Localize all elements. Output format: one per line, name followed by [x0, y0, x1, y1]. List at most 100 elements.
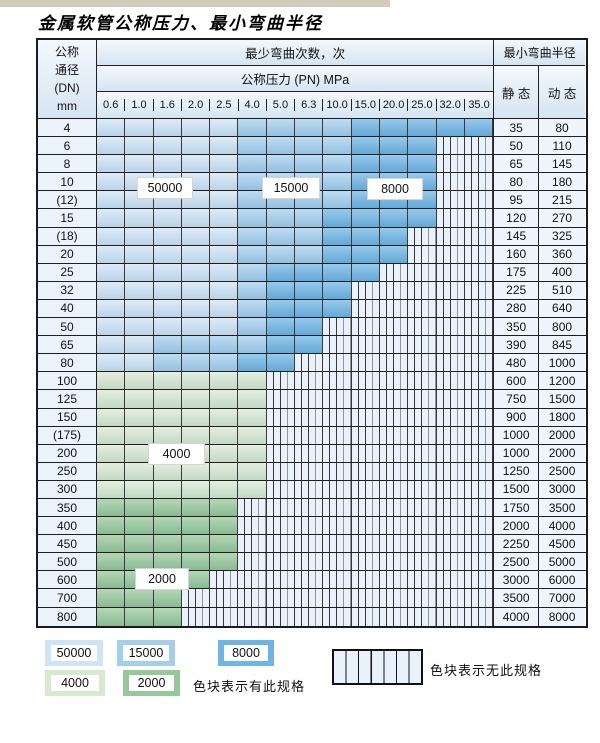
no-spec-cell [266, 372, 296, 390]
spec-cell-15000 [266, 137, 296, 155]
pressure-tick: 6.3 [295, 99, 324, 111]
dn-label: (18) [38, 227, 97, 245]
no-spec-cell [436, 607, 465, 626]
no-spec-cell [351, 480, 380, 498]
spec-cell-50000 [153, 155, 182, 173]
spec-cell-8000 [351, 155, 380, 173]
no-spec-cell [379, 372, 409, 390]
spec-cell-4000 [97, 408, 126, 426]
spec-cell-15000 [238, 318, 267, 336]
spec-cell-4000 [210, 408, 239, 426]
spec-cell-4000 [210, 426, 239, 444]
static-radius-value: 3000 [493, 571, 540, 589]
spec-cell-2000 [97, 589, 126, 607]
no-spec-cell [181, 589, 211, 607]
no-spec-cell [266, 553, 296, 571]
spec-cell-8000 [379, 119, 409, 137]
spec-cell-8000 [323, 227, 352, 245]
table-row: 500 2500 5000 [38, 553, 586, 572]
static-radius-value: 750 [493, 390, 540, 408]
static-radius-value: 225 [493, 281, 540, 299]
spec-cell-8000 [323, 299, 352, 318]
spec-cell-50000 [125, 245, 154, 263]
no-spec-cell [436, 263, 465, 281]
no-spec-cell [464, 336, 494, 354]
spec-cell-50000 [97, 155, 126, 173]
no-spec-cell [436, 354, 465, 372]
corner-cell: 公称 通径 (DN) mm [38, 40, 97, 118]
spec-cell-8000 [408, 137, 437, 155]
no-spec-cell [379, 589, 409, 607]
spec-cell-8000 [408, 119, 437, 137]
static-radius-value: 1750 [493, 498, 540, 517]
corner-line: (DN) [54, 81, 80, 95]
table-row: 15 120 270 [38, 209, 586, 228]
dn-label: 40 [38, 299, 97, 318]
no-spec-cell [379, 517, 409, 535]
no-spec-cell [436, 535, 465, 553]
dynamic-radius-value: 145 [539, 155, 585, 173]
spec-cell-15000 [238, 299, 267, 318]
no-spec-cell [323, 390, 352, 408]
spec-cell-4000 [125, 426, 154, 444]
no-spec-cell [379, 299, 409, 318]
no-spec-cell [295, 607, 324, 626]
no-spec-cell [295, 498, 324, 517]
no-spec-cell [323, 571, 352, 589]
static-radius-value: 95 [493, 191, 540, 209]
no-spec-cell [238, 607, 267, 626]
spec-cell-2000 [153, 553, 182, 571]
spec-cell-2000 [153, 607, 182, 626]
pressure-tick: 32.0 [437, 99, 465, 111]
static-radius-value: 145 [493, 227, 540, 245]
no-spec-cell [379, 498, 409, 517]
spec-cell-2000 [153, 517, 182, 535]
no-spec-cell [408, 263, 437, 281]
table-row: 600 3000 6000 [38, 571, 586, 590]
static-radius-value: 80 [493, 173, 540, 191]
static-radius-value: 1500 [493, 480, 540, 498]
zone-label-15000: 15000 [262, 177, 320, 199]
spec-cell-15000 [266, 155, 296, 173]
spec-cell-50000 [210, 191, 239, 209]
no-spec-cell [436, 480, 465, 498]
no-spec-cell [379, 571, 409, 589]
table-row: 32 225 510 [38, 281, 586, 300]
no-spec-cell [266, 462, 296, 480]
no-spec-cell [266, 589, 296, 607]
dynamic-radius-value: 6000 [539, 571, 585, 589]
spec-cell-50000 [97, 191, 126, 209]
table-row: 400 2000 4000 [38, 517, 586, 536]
spec-cell-15000 [295, 155, 324, 173]
dn-label: (175) [38, 426, 97, 444]
spec-cell-50000 [210, 263, 239, 281]
spec-cell-4000 [210, 372, 239, 390]
dynamic-radius-value: 1800 [539, 408, 585, 426]
no-spec-cell [379, 462, 409, 480]
spec-cell-50000 [181, 137, 211, 155]
spec-cell-15000 [153, 354, 182, 372]
static-radius-value: 65 [493, 155, 540, 173]
no-spec-cell [464, 426, 494, 444]
table-row: 80 480 1000 [38, 354, 586, 373]
no-spec-cell [323, 553, 352, 571]
static-radius-value: 4000 [493, 607, 540, 626]
no-spec-cell [266, 517, 296, 535]
dynamic-radius-value: 1200 [539, 372, 585, 390]
no-spec-cell [323, 444, 352, 462]
dynamic-radius-value: 1500 [539, 390, 585, 408]
spec-cell-50000 [153, 318, 182, 336]
zone-label-2000: 2000 [135, 568, 189, 590]
no-spec-cell [323, 426, 352, 444]
spec-cell-50000 [125, 263, 154, 281]
spec-cell-2000 [97, 553, 126, 571]
no-spec-cell [464, 480, 494, 498]
legend-swatch-50000-label: 50000 [51, 645, 97, 661]
corner-line: mm [57, 99, 77, 113]
corner-line: 通径 [54, 63, 79, 77]
no-spec-cell [408, 299, 437, 318]
static-radius-value: 350 [493, 318, 540, 336]
no-spec-cell [436, 408, 465, 426]
spec-cell-50000 [153, 227, 182, 245]
spec-cell-50000 [153, 245, 182, 263]
